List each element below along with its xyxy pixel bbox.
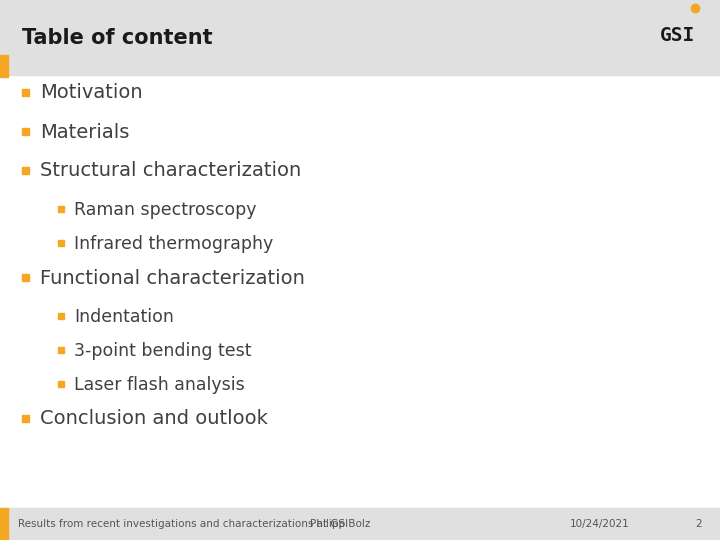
Text: 3-point bending test: 3-point bending test [74, 342, 251, 360]
Bar [58, 206, 64, 212]
Text: GSI: GSI [660, 26, 696, 45]
Text: Motivation: Motivation [40, 84, 143, 103]
Bar [0, 55, 8, 77]
Text: Results from recent investigations and characterizations at GSI: Results from recent investigations and c… [18, 519, 348, 529]
Text: 10/24/2021: 10/24/2021 [570, 519, 630, 529]
Bar [22, 415, 29, 422]
Bar [58, 313, 64, 319]
Text: Philipp Bolz: Philipp Bolz [310, 519, 370, 529]
Bar [58, 240, 64, 246]
Text: Materials: Materials [40, 123, 130, 141]
Bar [22, 166, 29, 173]
Bar [58, 347, 64, 353]
Text: Structural characterization: Structural characterization [40, 161, 301, 180]
Bar [22, 127, 29, 134]
Text: Infrared thermography: Infrared thermography [74, 235, 274, 253]
Text: Laser flash analysis: Laser flash analysis [74, 376, 245, 394]
Text: Raman spectroscopy: Raman spectroscopy [74, 201, 256, 219]
Text: 2: 2 [695, 519, 701, 529]
Bar [58, 381, 64, 387]
Bar [22, 273, 29, 280]
Bar [0, 0, 720, 75]
Bar [0, 508, 8, 540]
Bar [22, 89, 29, 96]
Text: Indentation: Indentation [74, 308, 174, 326]
Text: Conclusion and outlook: Conclusion and outlook [40, 409, 268, 429]
Text: Functional characterization: Functional characterization [40, 268, 305, 287]
Text: Table of content: Table of content [22, 28, 212, 48]
Bar [0, 508, 720, 540]
